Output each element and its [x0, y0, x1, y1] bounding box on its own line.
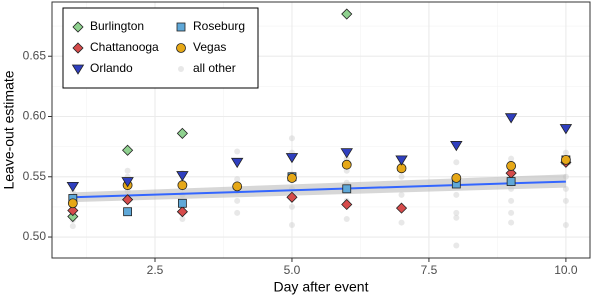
point	[341, 8, 353, 20]
point	[122, 144, 134, 156]
confidence-band	[72, 174, 566, 203]
point	[451, 173, 462, 183]
point	[234, 197, 241, 204]
y-tick-label: 0.65	[23, 48, 47, 62]
point	[179, 215, 186, 222]
point	[506, 177, 516, 186]
point	[234, 148, 241, 155]
x-tick-label: 5.0	[284, 263, 301, 277]
legend-marker	[176, 22, 186, 32]
legend-label: all other	[193, 61, 236, 75]
point	[232, 181, 243, 192]
fit-line	[72, 180, 566, 199]
point	[508, 197, 515, 204]
y-tick-label: 0.55	[23, 169, 47, 183]
point	[122, 194, 134, 206]
point	[508, 209, 515, 216]
legend-box	[62, 7, 259, 89]
point	[340, 148, 353, 159]
point	[508, 219, 515, 226]
legend-marker	[178, 66, 184, 72]
legend-marker	[72, 21, 84, 33]
point	[234, 176, 241, 183]
legend-label: Orlando	[90, 61, 133, 75]
legend-label: Chattanooga	[90, 40, 159, 54]
point	[176, 206, 188, 218]
point	[562, 197, 569, 204]
legend: Burlington Chattanooga Orlando Roseburg Vega…	[62, 7, 259, 89]
point	[176, 127, 188, 139]
point	[341, 198, 353, 211]
point	[124, 167, 131, 174]
point	[341, 159, 352, 170]
point	[176, 171, 189, 182]
point	[67, 198, 78, 209]
legend-marker	[72, 42, 84, 54]
plot-border	[51, 1, 591, 259]
legend-label: Burlington	[90, 19, 144, 33]
point	[66, 182, 80, 193]
point	[285, 153, 299, 164]
point	[121, 177, 134, 188]
point	[453, 214, 460, 221]
point	[453, 159, 460, 166]
point	[287, 173, 297, 183]
point	[506, 161, 517, 171]
y-axis-title: Leave-out estimate	[1, 70, 17, 189]
point	[67, 210, 79, 223]
point	[343, 215, 350, 222]
point	[234, 209, 241, 216]
point	[562, 149, 569, 156]
y-tick-label: 0.50	[23, 229, 47, 243]
point	[288, 203, 295, 210]
legend-marker	[176, 43, 186, 53]
x-tick-label: 10.0	[554, 263, 578, 277]
point	[288, 135, 295, 142]
point	[450, 141, 463, 152]
legend-marker	[71, 64, 85, 75]
point	[286, 191, 298, 203]
point	[342, 184, 352, 194]
point	[559, 124, 573, 135]
point	[288, 221, 295, 228]
point	[453, 191, 460, 198]
point	[67, 204, 79, 217]
point	[453, 242, 460, 249]
point	[560, 154, 571, 165]
point	[177, 180, 188, 191]
point	[395, 202, 408, 214]
point	[562, 221, 569, 228]
point	[395, 155, 408, 166]
x-tick-label: 2.5	[147, 263, 164, 277]
point	[508, 155, 515, 162]
point	[69, 223, 76, 230]
x-axis-title: Day after event	[274, 279, 369, 295]
x-tick-label: 7.5	[421, 263, 438, 277]
y-tick-label: 0.60	[23, 109, 47, 123]
legend-label: Roseburg	[193, 19, 245, 33]
point	[453, 209, 460, 216]
point	[398, 219, 405, 226]
point	[123, 207, 133, 217]
point	[398, 191, 405, 198]
point	[230, 157, 244, 169]
point	[177, 198, 187, 208]
legend-label: Vegas	[193, 40, 226, 54]
point	[504, 113, 518, 124]
point	[398, 173, 405, 180]
